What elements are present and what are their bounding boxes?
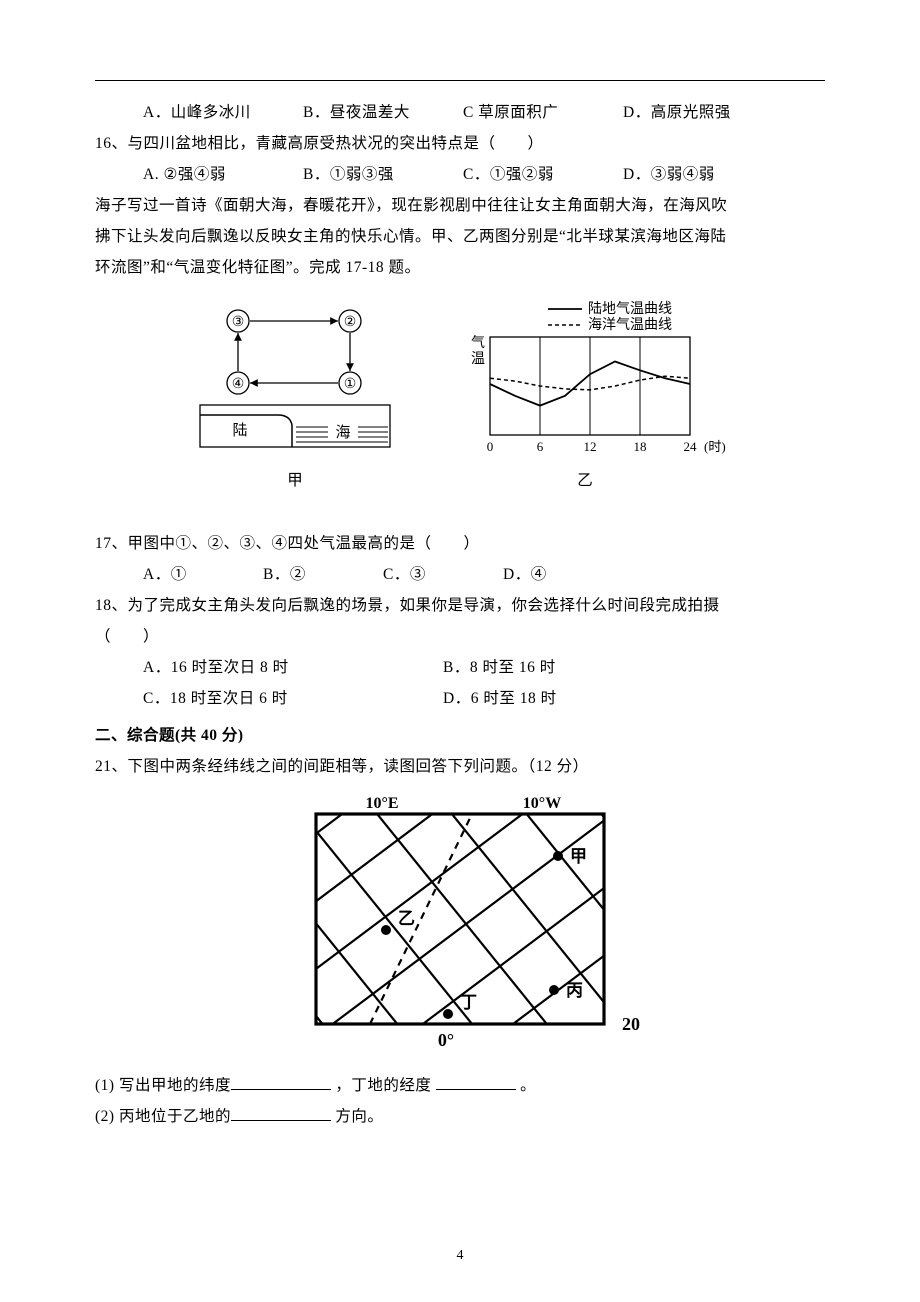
q18-opt-c: C．18 时至次日 6 时 (143, 683, 443, 714)
yi-ylabel-1: 气 (471, 335, 485, 351)
q15-options: A．山峰多冰川 B．昼夜温差大 C 草原面积广 D．高原光照强 (95, 97, 825, 128)
blank-3[interactable] (231, 1106, 331, 1122)
svg-text:0°: 0° (438, 1030, 454, 1050)
figure-row: ③ ② ④ ① 陆 (95, 299, 825, 490)
q21-sub1-a: (1) 写出甲地的纬度 (95, 1077, 231, 1094)
q17-opt-b: B．② (263, 559, 383, 590)
q18-row1: A．16 时至次日 8 时 B．8 时至 16 时 (95, 652, 825, 683)
q21-stem: 21、下图中两条经纬线之间的间距相等，读图回答下列问题。（12 分） (95, 751, 825, 782)
yi-svg: 陆地气温曲线 海洋气温曲线 气 温 0 6 12 18 24 (时) (440, 299, 730, 459)
svg-text:0: 0 (487, 439, 494, 454)
q16-stem: 16、与四川盆地相比，青藏高原受热状况的突出特点是（ ） (95, 128, 825, 159)
q16-opt-d: D．③弱④弱 (623, 159, 783, 190)
q15-opt-b: B．昼夜温差大 (303, 97, 463, 128)
passage-l3: 环流图”和“气温变化特征图”。完成 17-18 题。 (95, 252, 825, 283)
section-2-heading: 二、综合题(共 40 分) (95, 720, 825, 751)
q21-sub2-b: 方向。 (331, 1108, 383, 1125)
q17-opt-d: D．④ (503, 559, 623, 590)
svg-text:乙: 乙 (398, 909, 415, 928)
q18-opt-d: D．6 时至 18 时 (443, 683, 743, 714)
jia-land-label: 陆 (232, 422, 247, 439)
header-rule (95, 80, 825, 81)
passage-l2: 拂下让头发向后飘逸以反映女主角的快乐心情。甲、乙两图分别是“北半球某滨海地区海陆 (95, 221, 825, 252)
jia-node-3: ③ (232, 315, 245, 330)
q16-opt-c: C．①强②弱 (463, 159, 623, 190)
yi-xunit: (时) (704, 439, 726, 454)
jia-sea-label: 海 (335, 424, 350, 441)
q21-sub2: (2) 丙地位于乙地的 方向。 (95, 1101, 825, 1132)
svg-text:18: 18 (634, 439, 647, 454)
yi-ylabel-2: 温 (471, 351, 485, 367)
q15-opt-d: D．高原光照强 (623, 97, 783, 128)
q15-opt-c: C 草原面积广 (463, 97, 623, 128)
q17-stem: 17、甲图中①、②、③、④四处气温最高的是（ ） (95, 528, 825, 559)
q18-opt-a: A．16 时至次日 8 时 (143, 652, 443, 683)
page-number: 4 (0, 1248, 920, 1264)
q16-options: A. ②强④弱 B．①弱③强 C．①强②弱 D．③弱④弱 (95, 159, 825, 190)
svg-text:12: 12 (584, 439, 597, 454)
svg-text:10°E: 10°E (365, 795, 398, 812)
svg-text:20°: 20° (622, 1014, 640, 1034)
jia-node-1: ① (344, 377, 357, 392)
q21-sub1-c: 。 (516, 1077, 536, 1094)
q18-opt-b: B．8 时至 16 时 (443, 652, 743, 683)
passage-l1: 海子写过一首诗《面朝大海，春暖花开》，现在影视剧中往往让女主角面朝大海，在海风吹 (95, 190, 825, 221)
figure-yi: 陆地气温曲线 海洋气温曲线 气 温 0 6 12 18 24 (时) 乙 (440, 299, 730, 490)
q15-opt-a: A．山峰多冰川 (143, 97, 303, 128)
map-svg: 10°E 10°W 0° 20° 甲乙丙丁 (280, 790, 640, 1060)
yi-caption: 乙 (440, 468, 730, 490)
svg-text:丁: 丁 (460, 993, 477, 1012)
svg-text:丙: 丙 (566, 981, 583, 1000)
yi-legend-sea: 海洋气温曲线 (588, 317, 672, 333)
q21-sub2-a: (2) 丙地位于乙地的 (95, 1108, 231, 1125)
yi-legend-land: 陆地气温曲线 (588, 301, 672, 317)
q16-opt-b: B．①弱③强 (303, 159, 463, 190)
q18-stem: 18、为了完成女主角头发向后飘逸的场景，如果你是导演，你会选择什么时间段完成拍摄 (95, 590, 825, 621)
svg-text:10°W: 10°W (523, 795, 561, 812)
figure-jia: ③ ② ④ ① 陆 (190, 299, 400, 490)
q21-sub1: (1) 写出甲地的纬度 ，丁地的经度 。 (95, 1070, 825, 1101)
q18-stem2: （ ） (95, 621, 825, 652)
q21-sub1-b: ，丁地的经度 (331, 1077, 436, 1094)
q17-options: A．① B．② C．③ D．④ (95, 559, 825, 590)
jia-node-2: ② (344, 315, 357, 330)
jia-node-4: ④ (232, 377, 245, 392)
blank-2[interactable] (436, 1075, 516, 1091)
q17-opt-c: C．③ (383, 559, 503, 590)
jia-caption: 甲 (190, 468, 400, 490)
svg-text:甲: 甲 (570, 847, 587, 866)
map-figure: 10°E 10°W 0° 20° 甲乙丙丁 (95, 790, 825, 1060)
svg-text:24: 24 (684, 439, 698, 454)
jia-svg: ③ ② ④ ① 陆 (190, 299, 400, 459)
blank-1[interactable] (231, 1075, 331, 1091)
q16-opt-a: A. ②强④弱 (143, 159, 303, 190)
q18-row2: C．18 时至次日 6 时 D．6 时至 18 时 (95, 683, 825, 714)
svg-text:6: 6 (537, 439, 544, 454)
q17-opt-a: A．① (143, 559, 263, 590)
